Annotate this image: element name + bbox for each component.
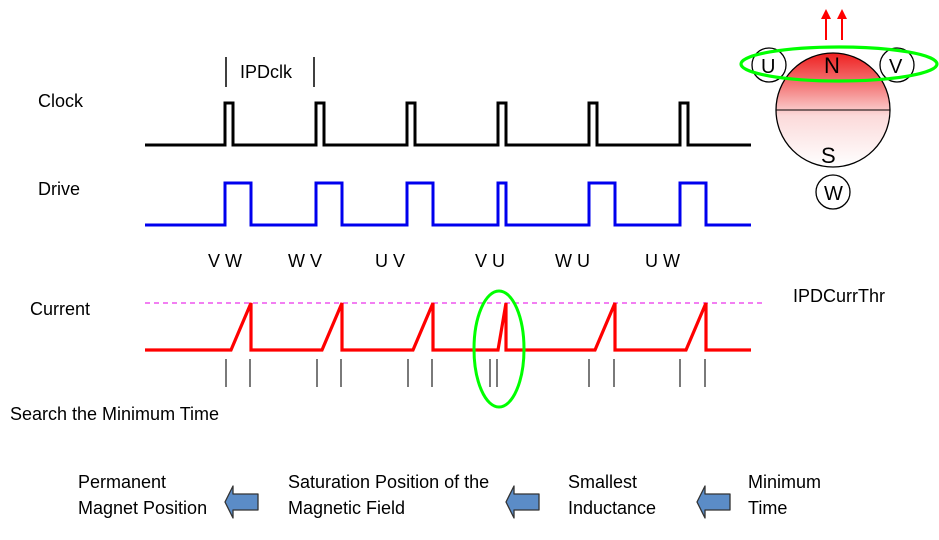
svg-text:Clock: Clock bbox=[38, 91, 84, 111]
svg-text:Smallest: Smallest bbox=[568, 472, 637, 492]
svg-text:V U: V U bbox=[475, 251, 505, 271]
svg-text:Drive: Drive bbox=[38, 179, 80, 199]
svg-text:IPDclk: IPDclk bbox=[240, 62, 293, 82]
svg-text:V W: V W bbox=[208, 251, 242, 271]
svg-text:Search the Minimum Time: Search the Minimum Time bbox=[10, 404, 219, 424]
svg-text:W: W bbox=[824, 183, 843, 205]
svg-text:Magnet Position: Magnet Position bbox=[78, 498, 207, 518]
svg-text:W V: W V bbox=[288, 251, 322, 271]
svg-text:Current: Current bbox=[30, 299, 90, 319]
svg-text:Time: Time bbox=[748, 498, 787, 518]
svg-text:U V: U V bbox=[375, 251, 405, 271]
svg-text:N: N bbox=[824, 53, 840, 78]
svg-text:Minimum: Minimum bbox=[748, 472, 821, 492]
svg-text:S: S bbox=[821, 143, 836, 168]
svg-text:Permanent: Permanent bbox=[78, 472, 166, 492]
svg-text:Saturation Position of the: Saturation Position of the bbox=[288, 472, 489, 492]
svg-text:V: V bbox=[889, 56, 903, 78]
svg-text:U W: U W bbox=[645, 251, 680, 271]
svg-text:Inductance: Inductance bbox=[568, 498, 656, 518]
svg-text:Magnetic Field: Magnetic Field bbox=[288, 498, 405, 518]
svg-text:W U: W U bbox=[555, 251, 590, 271]
svg-text:IPDCurrThr: IPDCurrThr bbox=[793, 286, 885, 306]
